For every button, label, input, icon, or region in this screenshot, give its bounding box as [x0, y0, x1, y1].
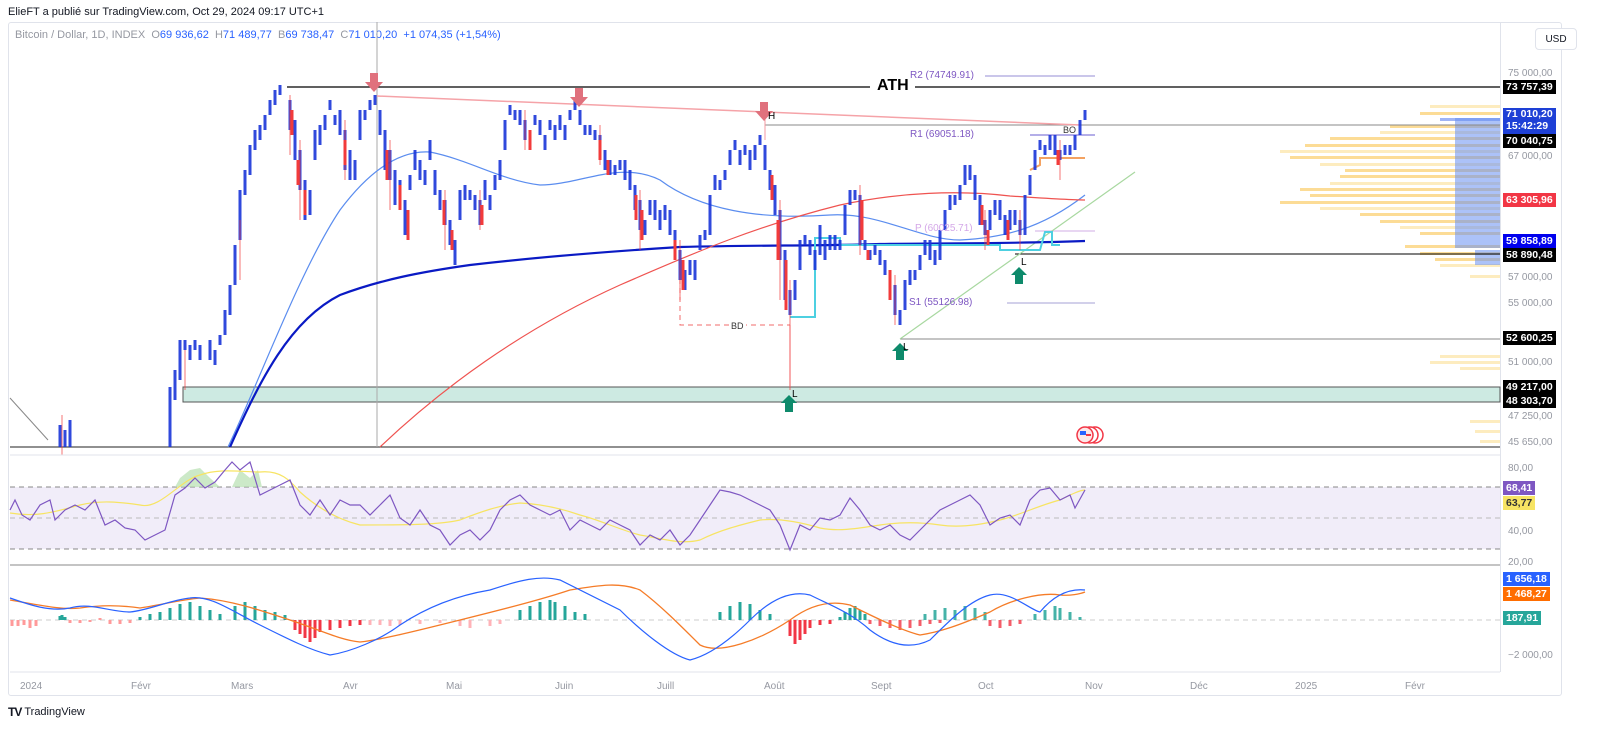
- x-tick: Févr: [131, 681, 151, 692]
- tradingview-logo[interactable]: TV TradingView: [8, 705, 85, 719]
- down-arrows: [365, 73, 773, 121]
- r2-label: R2 (74749.91): [910, 70, 974, 81]
- resistance-price-label: 70 040,75: [1503, 134, 1556, 148]
- chart-frame: [8, 22, 1562, 696]
- x-tick: Août: [764, 681, 785, 692]
- pivot-label: P (60025.71): [915, 223, 973, 234]
- countdown: 15:42:29: [1506, 120, 1549, 132]
- l-label-sept: L: [903, 342, 909, 353]
- currency-button[interactable]: USD: [1535, 28, 1577, 50]
- x-tick: 2024: [20, 681, 43, 692]
- l-label-oct: L: [1021, 257, 1027, 268]
- bd-label: BD: [729, 321, 746, 331]
- x-tick: Mars: [231, 681, 254, 692]
- y-tick: 75 000,00: [1508, 68, 1553, 79]
- histogram-value-label: 187,91: [1503, 611, 1542, 625]
- y-tick: 51 000,00: [1508, 357, 1553, 368]
- rsi-tick: 20,00: [1508, 557, 1534, 568]
- y-tick: 45 650,00: [1508, 437, 1553, 448]
- x-tick: Juill: [657, 681, 675, 692]
- bo-label: BO: [1063, 125, 1077, 135]
- volume-profile: [1280, 105, 1500, 443]
- ath-label: ATH: [877, 77, 909, 94]
- us-flag-icon: [1076, 426, 1104, 444]
- published-by: ElieFT a publié sur TradingView.com, Oct…: [8, 6, 325, 18]
- y-tick: 55 000,00: [1508, 298, 1553, 309]
- low-price-label: 52 600,25: [1503, 331, 1556, 345]
- s1-label: S1 (55126.98): [909, 297, 973, 308]
- open-value: 69 936,62: [159, 29, 209, 41]
- x-tick: Avr: [343, 681, 358, 692]
- ath-price-label: 73 757,39: [1503, 80, 1556, 94]
- zone-bottom-label: 48 303,70: [1503, 394, 1556, 408]
- x-tick: Déc: [1190, 681, 1208, 692]
- x-tick: Juin: [555, 681, 574, 692]
- signal-value-label: 1 468,27: [1503, 587, 1550, 601]
- symbol-legend: Bitcoin / Dollar, 1D, INDEX O69 936,62 H…: [15, 29, 501, 41]
- h-label: H: [768, 111, 776, 122]
- candles: [58, 85, 1087, 455]
- symbol-name: Bitcoin / Dollar, 1D, INDEX: [15, 29, 146, 41]
- support-zone: [182, 386, 1501, 403]
- change-value: +1 074,35 (+1,54%): [403, 29, 501, 41]
- y-tick: 67 000,00: [1508, 151, 1553, 162]
- l-label-aug: L: [792, 389, 798, 400]
- x-tick: Sept: [871, 681, 892, 692]
- x-tick: Mai: [446, 681, 463, 692]
- x-tick: Févr: [1405, 681, 1425, 692]
- rsi-tick: 40,00: [1508, 526, 1534, 537]
- low-value: 69 738,47: [285, 29, 335, 41]
- x-tick: 2025: [1295, 681, 1318, 692]
- x-tick: Oct: [978, 681, 994, 692]
- zone-top-label: 49 217,00: [1503, 380, 1556, 394]
- rsi-tick: 80,00: [1508, 463, 1534, 474]
- vwap-price-label: 59 858,89: [1503, 234, 1556, 248]
- ma-price-label: 63 305,96: [1503, 193, 1556, 207]
- y-tick: 57 000,00: [1508, 272, 1553, 283]
- up-arrows: [781, 267, 1027, 412]
- y-tick: 47 250,00: [1508, 411, 1553, 422]
- close-value: 71 010,20: [348, 29, 398, 41]
- last-price-label: 71 010,20 15:42:29: [1503, 108, 1556, 134]
- high-value: 71 489,77: [222, 29, 272, 41]
- support-price-label: 58 890,48: [1503, 248, 1556, 262]
- macd-value-label: 1 656,18: [1503, 572, 1550, 586]
- x-tick: Nov: [1085, 681, 1103, 692]
- tv-logo-icon: TV: [8, 705, 22, 719]
- r1-label: R1 (69051.18): [910, 129, 974, 140]
- macd-tick: −2 000,00: [1508, 650, 1553, 661]
- rsi-value-label: 68,41: [1503, 481, 1536, 495]
- price-axis-separator: [1500, 22, 1501, 672]
- rsi-ma-label: 63,77: [1503, 496, 1536, 510]
